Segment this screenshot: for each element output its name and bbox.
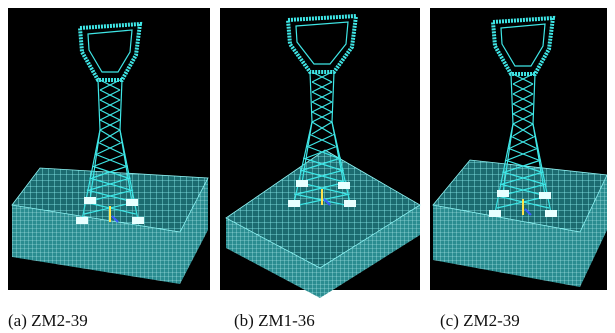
- footing: [84, 197, 96, 204]
- caption: (b) ZM1-36: [234, 311, 315, 330]
- footing: [489, 210, 501, 217]
- figure: (a) ZM2-39 (b) ZM1-36 (c) ZM2-39: [0, 0, 615, 333]
- caption: (a) ZM2-39: [8, 311, 88, 330]
- footing: [539, 192, 551, 199]
- footing: [296, 180, 308, 187]
- footing: [76, 217, 88, 224]
- footing: [132, 217, 144, 224]
- footing: [545, 210, 557, 217]
- panels: [8, 8, 607, 298]
- footing: [338, 182, 350, 189]
- footing: [497, 190, 509, 197]
- caption: (c) ZM2-39: [440, 311, 520, 330]
- footing: [126, 199, 138, 206]
- footing: [344, 200, 356, 207]
- footing: [288, 200, 300, 207]
